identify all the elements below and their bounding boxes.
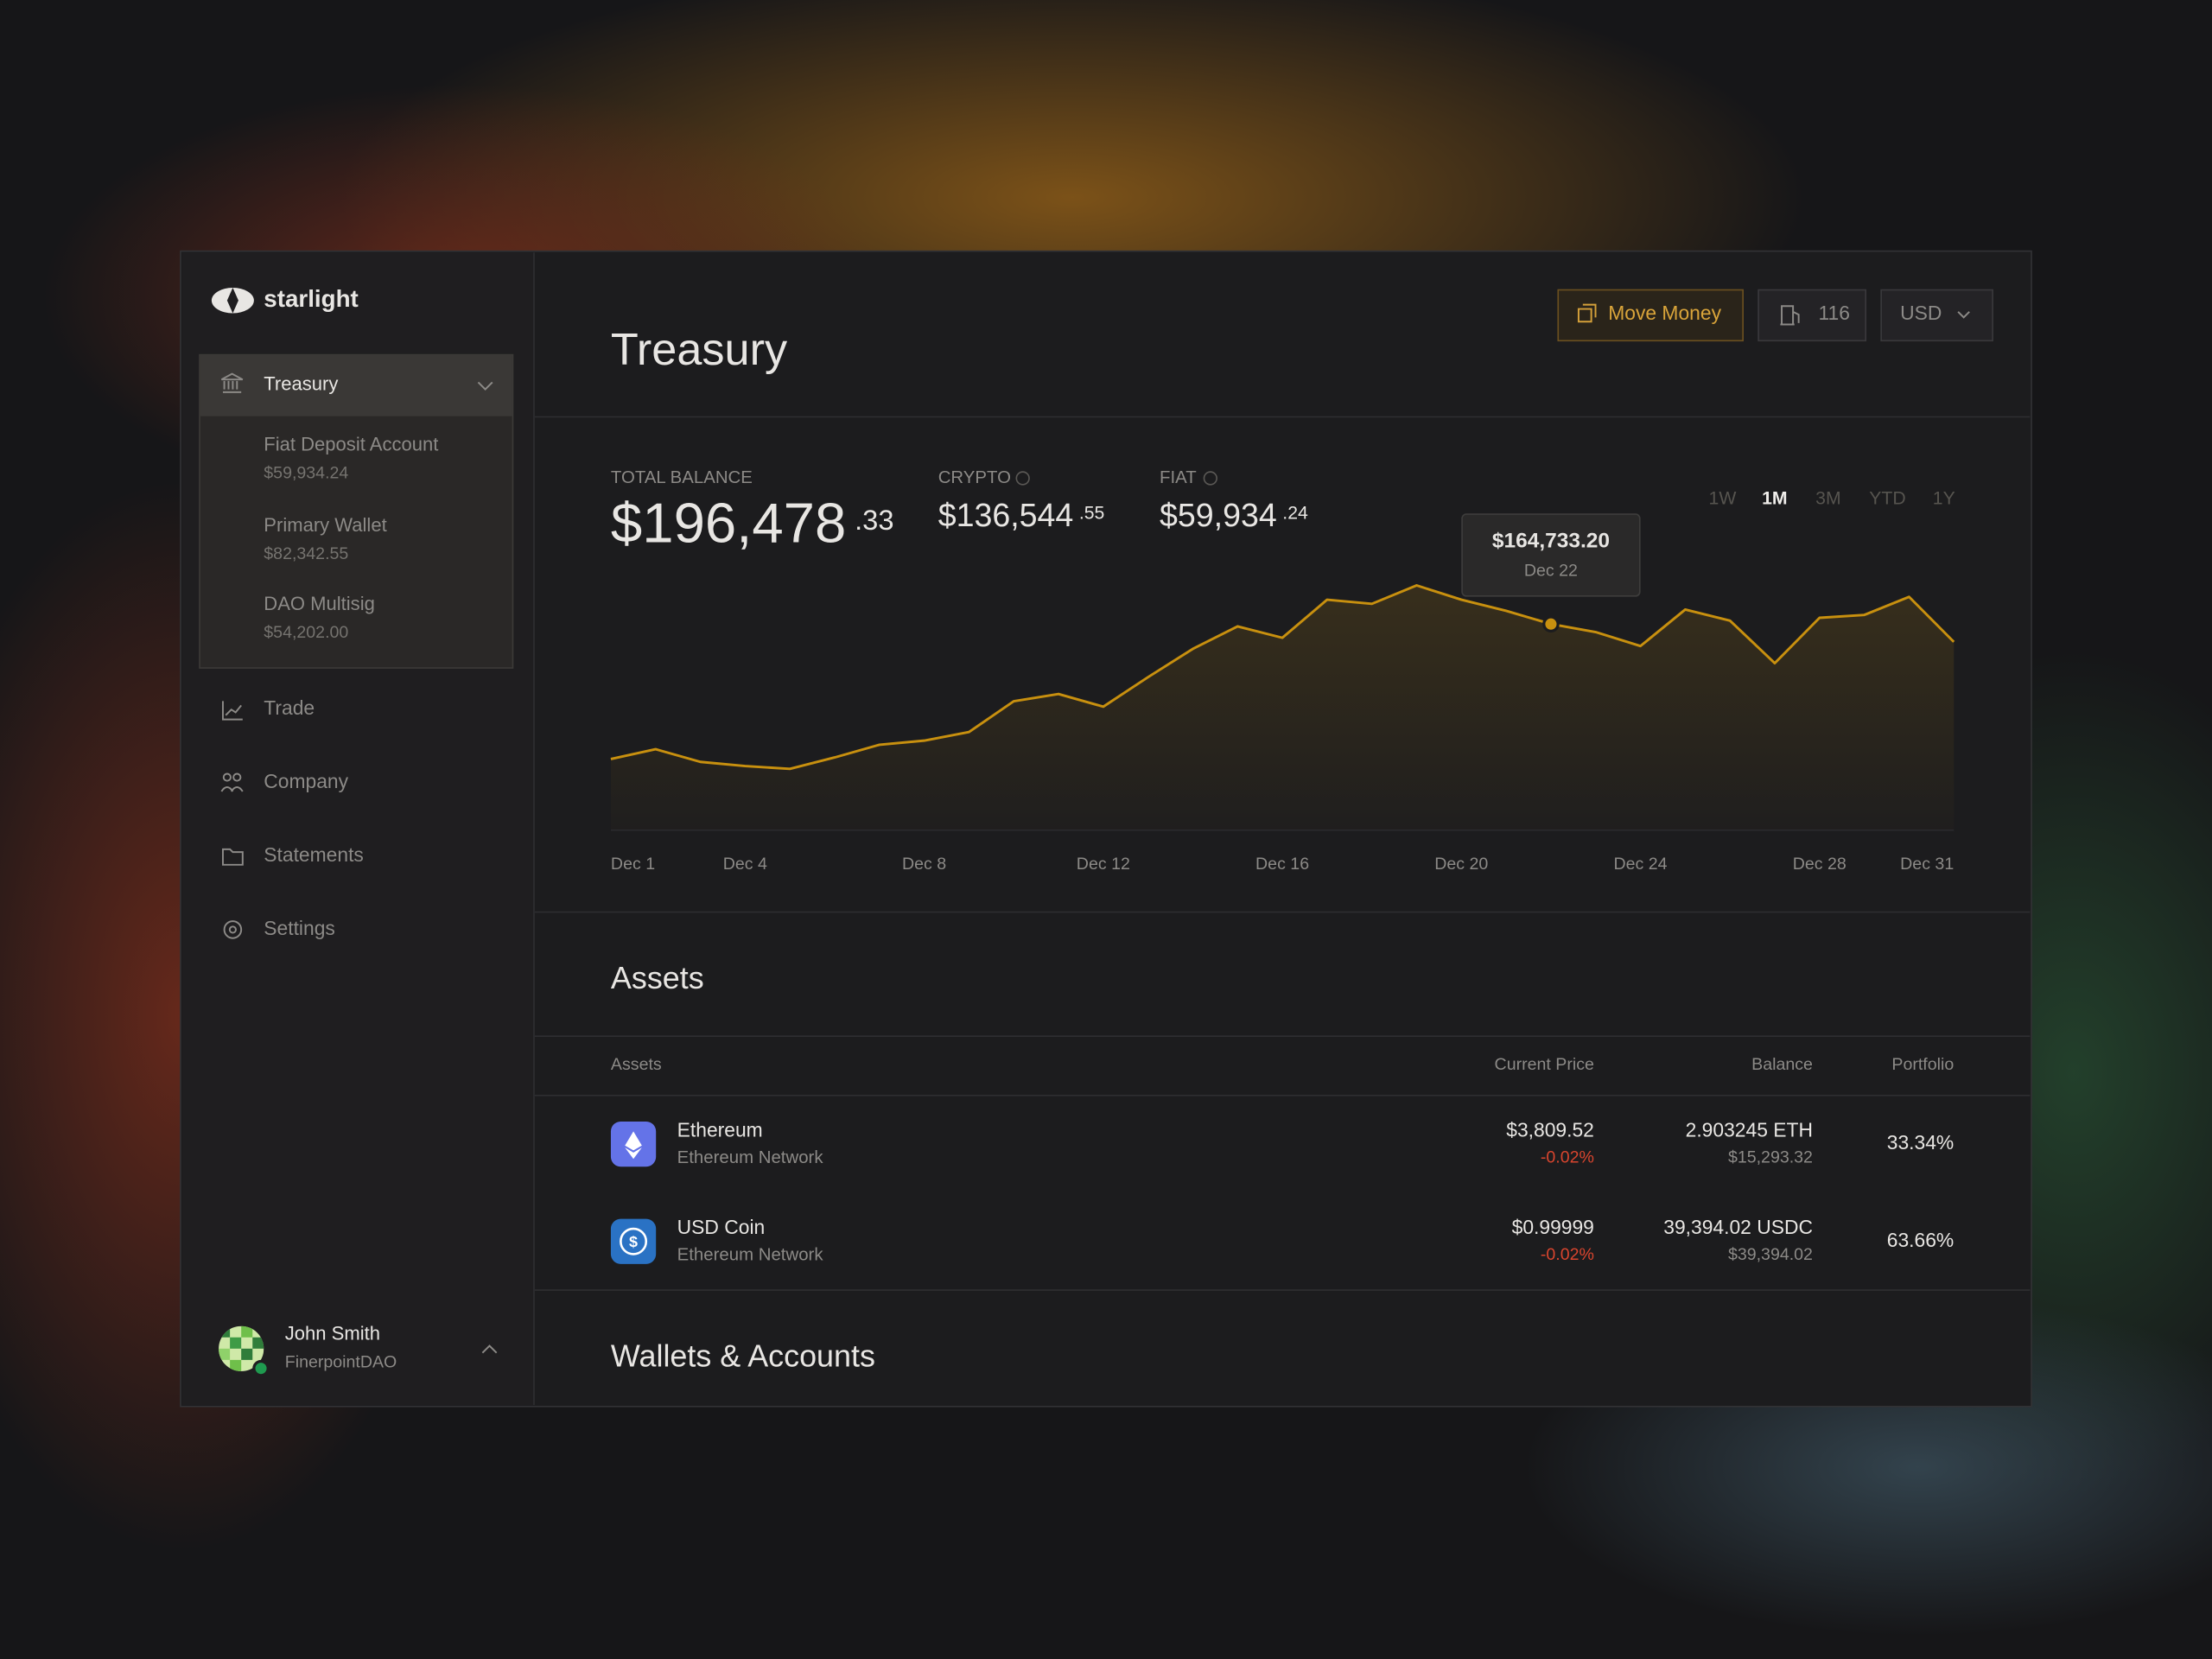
cents: .55 xyxy=(1079,503,1105,523)
balance: 39,394.02 USDC xyxy=(1663,1216,1813,1238)
column-header: Current Price xyxy=(1495,1055,1594,1074)
settings-icon xyxy=(223,920,243,939)
chevron xyxy=(1957,311,1970,319)
usdc-glyph xyxy=(620,1227,648,1255)
help-icon[interactable] xyxy=(1015,471,1030,486)
summary-label: FIAT xyxy=(1160,468,1197,487)
treasury-nav[interactable] xyxy=(200,355,512,416)
range-option[interactable]: 1M xyxy=(1762,489,1787,509)
trade-icon xyxy=(221,701,243,721)
x-tick-label: Dec 16 xyxy=(1255,855,1309,874)
portfolio-share: 63.66% xyxy=(1887,1229,1954,1251)
price: $3,809.52 xyxy=(1506,1118,1594,1141)
balance-usd: $39,394.02 xyxy=(1728,1245,1813,1264)
price-change: -0.02% xyxy=(1541,1245,1594,1264)
gas-button[interactable] xyxy=(1758,289,1866,342)
x-tick-label: Dec 4 xyxy=(723,855,767,874)
user-org: FinerpointDAO xyxy=(285,1352,397,1371)
asset-network: Ethereum Network xyxy=(677,1148,824,1167)
x-tick-label: Dec 20 xyxy=(1434,855,1488,874)
x-tick-label: Dec 31 xyxy=(1900,855,1954,874)
nav-item[interactable]: Trade xyxy=(264,696,315,719)
account-name[interactable]: Primary Wallet xyxy=(264,514,386,536)
whole: $59,934 xyxy=(1160,497,1277,533)
tooltip xyxy=(1461,513,1641,597)
user-menu-toggle[interactable] xyxy=(481,1344,498,1354)
usdc-icon xyxy=(610,1218,657,1264)
balance: 2.903245 ETH xyxy=(1686,1118,1813,1141)
account-name[interactable]: DAO Multisig xyxy=(264,593,375,614)
company-icon xyxy=(220,772,244,792)
button-label: USD xyxy=(1900,302,1942,324)
column-header: Assets xyxy=(611,1055,662,1074)
whole: $196,478 xyxy=(611,492,846,555)
x-tick-label: Dec 12 xyxy=(1077,855,1130,874)
help-icon[interactable] xyxy=(1203,471,1217,486)
x-tick-label: Dec 24 xyxy=(1614,855,1668,874)
whole: $136,544 xyxy=(938,497,1074,533)
x-tick-label: Dec 1 xyxy=(611,855,655,874)
balance-chart: 1W 1M 3M YTD 1Y Dec 1 Dec 4 Dec 8 Dec 12 Dec 16 De… xyxy=(610,489,1955,874)
x-tick-label: Dec 28 xyxy=(1793,855,1847,874)
coins-icon xyxy=(1577,303,1597,323)
page-title: Treasury xyxy=(611,325,788,375)
user-name: John Smith xyxy=(285,1322,380,1344)
usdc-glyph: $ xyxy=(629,1233,638,1250)
brand: starlight xyxy=(264,285,358,312)
balance-usd: $15,293.32 xyxy=(1728,1148,1813,1167)
bank-icon xyxy=(220,372,244,393)
section-title: Wallets & Accounts xyxy=(611,1338,875,1374)
summary-amount: $136,544.55 xyxy=(938,497,1105,533)
nav-item[interactable]: Company xyxy=(264,770,348,792)
summary-label: TOTAL BALANCE xyxy=(611,468,753,487)
account-balance: $82,342.55 xyxy=(264,544,348,563)
account-name[interactable]: Fiat Deposit Account xyxy=(264,434,438,455)
gas-icon xyxy=(1780,305,1800,326)
asset-network: Ethereum Network xyxy=(677,1245,824,1264)
button-label: 116 xyxy=(1818,302,1849,324)
highlight-point xyxy=(1542,615,1560,633)
summary-amount: $196,478 .33 xyxy=(611,492,894,555)
chevron xyxy=(477,381,493,391)
area xyxy=(610,585,1955,830)
range-option[interactable]: 1Y xyxy=(1933,489,1955,509)
account-balance: $54,202.00 xyxy=(264,623,348,642)
folder-icon xyxy=(221,848,244,866)
avatar[interactable] xyxy=(219,1325,270,1377)
column-header: Balance xyxy=(1751,1055,1813,1074)
nav-item[interactable]: Statements xyxy=(264,843,364,866)
account-balance: $59,934.24 xyxy=(264,464,348,483)
currency-select[interactable] xyxy=(1880,289,1993,342)
nav-label: Treasury xyxy=(264,373,338,395)
asset-name[interactable]: Ethereum xyxy=(677,1118,763,1141)
asset-name[interactable]: USD Coin xyxy=(677,1216,766,1238)
column-header: Portfolio xyxy=(1891,1055,1954,1074)
logo: starlight xyxy=(211,285,359,314)
summary-label: CRYPTO xyxy=(938,468,1011,487)
range-option[interactable]: 1W xyxy=(1709,489,1737,509)
cents: .33 xyxy=(855,504,893,536)
price: $0.99999 xyxy=(1512,1216,1594,1238)
range-option[interactable]: 3M xyxy=(1815,489,1840,509)
eth-glyph xyxy=(625,1131,642,1160)
portfolio-share: 33.34% xyxy=(1887,1131,1954,1154)
cents: .24 xyxy=(1282,503,1308,523)
button-label: Move Money xyxy=(1608,302,1721,324)
section-title: Assets xyxy=(611,960,704,995)
price-change: -0.02% xyxy=(1541,1148,1594,1167)
tooltip-value: $164,733.20 xyxy=(1492,529,1610,552)
range-option[interactable]: YTD xyxy=(1869,489,1905,509)
tooltip-date: Dec 22 xyxy=(1524,561,1578,580)
move-money-button[interactable] xyxy=(1557,289,1744,342)
nav-item[interactable]: Settings xyxy=(264,917,335,939)
x-tick-label: Dec 8 xyxy=(902,855,946,874)
summary-amount: $59,934.24 xyxy=(1160,497,1308,533)
line xyxy=(610,584,1955,771)
